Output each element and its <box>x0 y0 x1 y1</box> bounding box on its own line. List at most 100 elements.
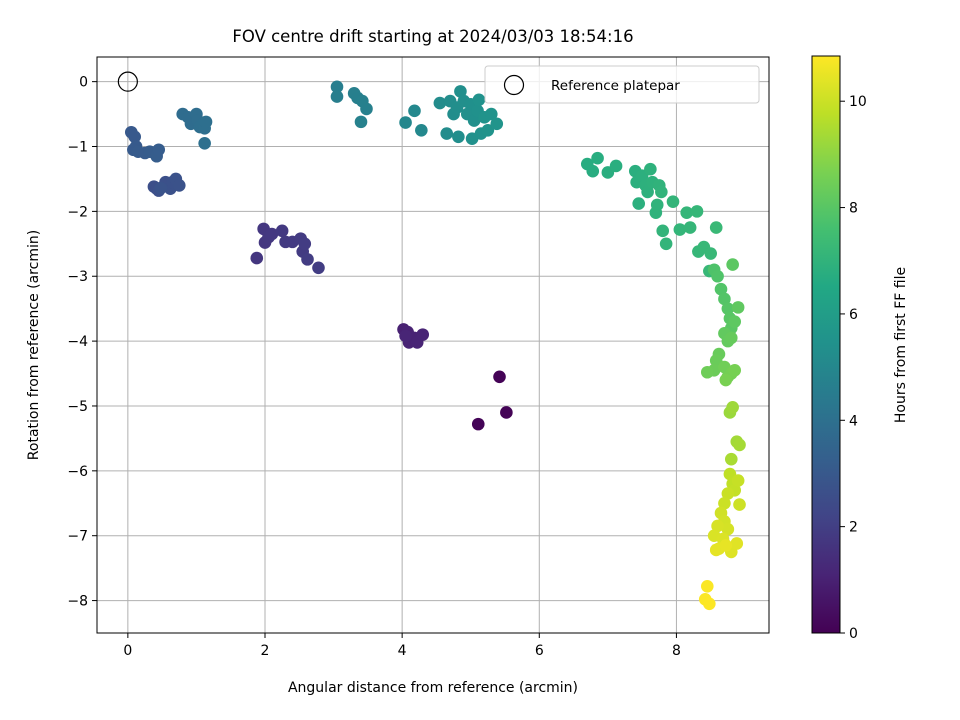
data-point <box>408 104 421 118</box>
data-point <box>700 365 714 379</box>
data-point <box>481 123 495 137</box>
y-tick-label: −6 <box>67 464 88 480</box>
y-tick-label: −5 <box>67 399 88 415</box>
data-point <box>360 102 373 116</box>
data-point <box>650 198 664 212</box>
scatter-points <box>124 80 746 611</box>
data-point <box>128 130 142 144</box>
y-axis-label: Rotation from reference (arcmin) <box>26 230 42 460</box>
y-tick-label: −3 <box>67 269 88 285</box>
data-point <box>493 370 506 384</box>
colorbar-tick-label: 2 <box>849 520 858 536</box>
data-point <box>591 151 604 165</box>
data-point <box>733 438 746 452</box>
data-point <box>721 487 735 500</box>
data-point <box>731 474 745 487</box>
data-point <box>440 127 454 140</box>
data-point <box>726 258 739 271</box>
data-point <box>733 498 746 511</box>
data-point <box>711 269 724 283</box>
data-point <box>452 130 465 144</box>
data-point <box>415 123 428 137</box>
data-point <box>714 282 728 296</box>
legend-marker <box>503 74 525 96</box>
data-point <box>690 205 704 218</box>
data-point <box>399 116 412 129</box>
data-point <box>198 136 211 150</box>
data-point <box>719 373 733 387</box>
data-point <box>659 237 673 251</box>
data-point <box>586 164 600 178</box>
legend-label: Reference platepar <box>551 78 680 94</box>
colorbar-tick-label: 0 <box>849 626 858 642</box>
data-point <box>704 247 718 260</box>
data-point <box>673 223 687 236</box>
data-point <box>399 329 412 343</box>
x-tick-label: 4 <box>398 643 407 659</box>
data-point <box>454 85 467 98</box>
data-point <box>728 315 742 328</box>
data-point <box>298 237 312 251</box>
y-axis-ticks: 0 −1 −2 −3 −4 −5 −6 −7 −8 <box>67 75 97 610</box>
x-tick-label: 6 <box>535 643 544 659</box>
data-point <box>433 96 447 110</box>
data-point <box>199 115 213 129</box>
data-point <box>265 227 279 241</box>
y-tick-label: −7 <box>67 529 88 545</box>
y-tick-label: 0 <box>79 75 88 91</box>
data-point <box>609 159 623 173</box>
colorbar-label: Hours from first FF file <box>893 267 909 423</box>
y-tick-label: −2 <box>67 204 88 220</box>
data-point <box>250 251 264 265</box>
colorbar <box>811 55 841 634</box>
data-point <box>484 107 498 121</box>
data-point <box>655 185 668 199</box>
colorbar-tick-label: 6 <box>849 307 858 323</box>
colorbar-tick-label: 8 <box>849 201 858 217</box>
data-point <box>330 90 344 103</box>
data-point <box>641 185 654 199</box>
reference-point <box>117 71 138 92</box>
data-point <box>719 539 733 552</box>
data-point <box>700 579 714 593</box>
x-axis-label: Angular distance from reference (arcmin) <box>288 680 578 696</box>
data-point <box>644 162 657 176</box>
data-point <box>703 597 716 611</box>
data-point <box>709 543 723 557</box>
reference-marker <box>117 71 138 92</box>
data-point <box>312 261 325 275</box>
data-point <box>330 80 344 94</box>
legend: Reference platepar <box>484 65 760 104</box>
data-point <box>416 328 430 341</box>
data-point <box>711 519 724 533</box>
data-point <box>152 143 166 157</box>
data-point <box>718 496 731 510</box>
data-point <box>656 224 670 238</box>
data-point <box>728 363 742 377</box>
data-point <box>471 417 485 431</box>
data-point <box>490 117 504 131</box>
data-point <box>632 197 646 210</box>
data-point <box>731 301 745 314</box>
y-tick-label: −1 <box>67 140 88 156</box>
colorbar-ticks: 0 2 4 6 8 10 <box>840 94 867 642</box>
grid-lines <box>97 57 769 633</box>
y-tick-label: −4 <box>67 334 88 350</box>
data-point <box>354 115 368 129</box>
x-axis-ticks: 0 2 4 6 8 <box>123 633 681 659</box>
data-point <box>500 406 513 419</box>
plot-area-frame <box>96 56 770 634</box>
data-point <box>726 400 739 414</box>
data-point <box>709 221 723 234</box>
data-point <box>680 206 694 219</box>
data-point <box>172 179 186 192</box>
chart-title: FOV centre drift starting at 2024/03/03 … <box>232 27 633 46</box>
data-point <box>472 93 486 107</box>
data-point <box>718 292 731 306</box>
legend-box <box>484 65 760 104</box>
x-tick-label: 2 <box>261 643 270 659</box>
data-point <box>154 181 168 195</box>
x-tick-label: 8 <box>672 643 681 659</box>
data-point <box>721 302 735 315</box>
